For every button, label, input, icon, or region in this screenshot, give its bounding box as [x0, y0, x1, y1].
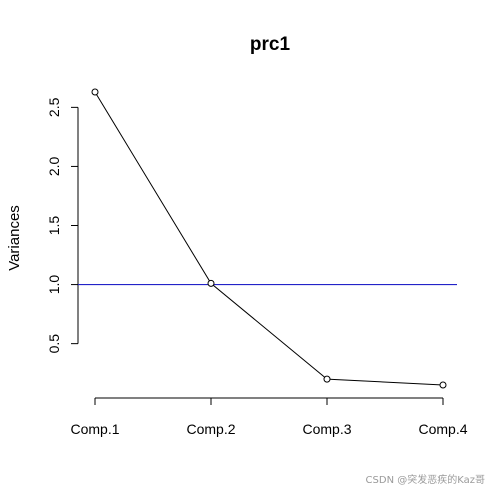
x-axis: Comp.1 Comp.2 Comp.3 Comp.4 — [70, 397, 468, 437]
series-group — [91, 88, 447, 389]
data-point — [207, 279, 215, 287]
y-tick-label: 1.5 — [46, 216, 62, 236]
x-tick-label: Comp.2 — [186, 421, 235, 437]
y-tick-label: 2.0 — [46, 156, 62, 176]
x-tick-label: Comp.4 — [418, 421, 467, 437]
data-point — [91, 88, 99, 96]
chart-title: prc1 — [250, 34, 291, 55]
watermark: CSDN @突发恶疾的Kaz哥 — [365, 475, 485, 486]
x-tick-label: Comp.1 — [70, 421, 119, 437]
y-tick-label: 1.0 — [46, 275, 62, 295]
data-point — [323, 375, 331, 383]
y-axis-label: Variances — [6, 205, 23, 271]
series-line — [94, 91, 444, 386]
y-tick-label: 2.5 — [46, 97, 62, 117]
y-tick-label: 0.5 — [46, 334, 62, 354]
x-tick-label: Comp.3 — [302, 421, 351, 437]
data-point — [439, 381, 447, 389]
y-axis: 0.5 1.0 1.5 2.0 2.5 — [46, 97, 79, 354]
